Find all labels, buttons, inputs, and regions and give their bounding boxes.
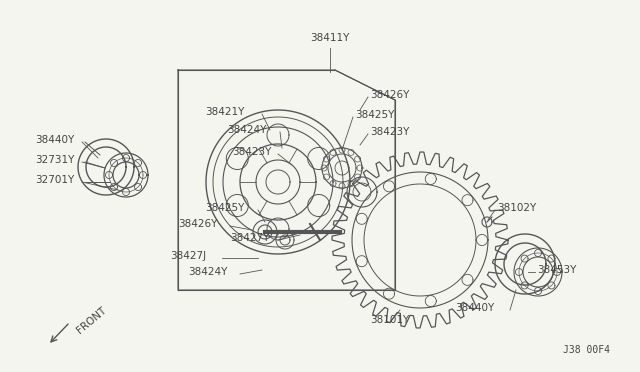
Text: 38440Y: 38440Y	[455, 303, 494, 313]
Text: 38411Y: 38411Y	[310, 33, 349, 43]
Text: 38425Y: 38425Y	[355, 110, 394, 120]
Text: 38426Y: 38426Y	[370, 90, 410, 100]
Text: 38424Y: 38424Y	[188, 267, 227, 277]
Text: 38423Y: 38423Y	[370, 127, 410, 137]
Text: J38 00F4: J38 00F4	[563, 345, 610, 355]
Text: 32731Y: 32731Y	[35, 155, 74, 165]
Text: 38426Y: 38426Y	[178, 219, 218, 229]
Text: 38425Y: 38425Y	[205, 203, 244, 213]
Text: 32701Y: 32701Y	[35, 175, 74, 185]
Text: 38421Y: 38421Y	[205, 107, 244, 117]
Text: 38424Y: 38424Y	[227, 125, 266, 135]
Text: 38102Y: 38102Y	[497, 203, 536, 213]
Text: 38427Y: 38427Y	[230, 233, 269, 243]
Text: 38101Y: 38101Y	[371, 315, 410, 325]
Text: 38423Y: 38423Y	[232, 147, 271, 157]
Text: FRONT: FRONT	[75, 305, 108, 335]
Text: 38453Y: 38453Y	[537, 265, 577, 275]
Text: 38427J: 38427J	[170, 251, 206, 261]
Text: 38440Y: 38440Y	[35, 135, 74, 145]
